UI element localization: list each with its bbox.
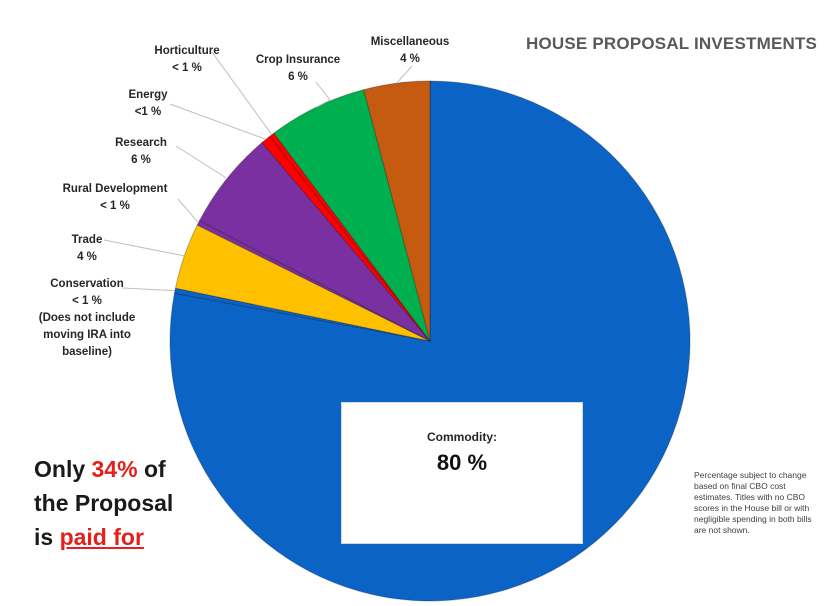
leader-line-energy (169, 103, 267, 140)
pie-slice-miscellaneous (363, 80, 431, 342)
leader-line-research (175, 145, 228, 179)
callout-text: Only (34, 456, 92, 482)
callout-line-2: the Proposal (34, 490, 174, 516)
callout-text: of (137, 456, 166, 482)
label-horticulture: Horticulture < 1 % (154, 43, 219, 77)
leader-line-horticulture (211, 51, 273, 135)
label-crop-insurance-value: 6 % (288, 71, 308, 83)
label-rural-development-value: < 1 % (100, 200, 130, 212)
callout-text: is (34, 524, 60, 550)
callout-line-3: is paid for (34, 520, 173, 554)
leader-line-crop-insurance (315, 81, 331, 108)
label-energy: Energy <1 % (129, 87, 168, 121)
label-conservation-note-2: moving IRA into (43, 329, 131, 341)
label-energy-value: <1 % (134, 106, 162, 118)
leader-line-trade (103, 239, 185, 257)
label-horticulture-value: < 1 % (172, 62, 202, 74)
paid-for-callout: Only 34% of the Proposal is paid for (34, 452, 173, 554)
label-research-value: 6 % (131, 154, 151, 166)
label-horticulture-name: Horticulture (154, 45, 220, 57)
label-conservation-note-3: baseline) (62, 346, 112, 358)
label-trade-name: Trade (71, 234, 103, 246)
label-conservation-value: < 1 % (72, 295, 102, 307)
label-miscellaneous-value: 4 % (400, 53, 420, 65)
pie-slice-crop-insurance (273, 88, 431, 342)
label-commodity-name: Commodity: (427, 430, 497, 444)
label-commodity-value: 80 % (436, 450, 488, 475)
footnote: Percentage subject to change based on fi… (694, 470, 812, 535)
label-rural-development-name: Rural Development (62, 183, 168, 195)
label-miscellaneous-name: Miscellaneous (370, 36, 450, 48)
label-trade-value: 4 % (77, 251, 97, 263)
leader-line-conservation (121, 287, 175, 292)
label-conservation: Conservation < 1 % (Does not include mov… (39, 276, 135, 361)
label-miscellaneous: Miscellaneous 4 % (371, 34, 450, 68)
callout-paid-for: paid for (59, 524, 144, 550)
label-crop-insurance-name: Crop Insurance (255, 54, 341, 66)
pie-slice-research (198, 141, 431, 342)
leader-lines (103, 51, 413, 292)
label-conservation-note-1: (Does not include (38, 312, 136, 324)
pie-slice-conservation (173, 287, 431, 342)
chart-title: HOUSE PROPOSAL INVESTMENTS (526, 34, 818, 53)
label-trade: Trade 4 % (72, 232, 103, 266)
label-crop-insurance: Crop Insurance 6 % (256, 52, 340, 86)
pie-slice-energy (261, 135, 431, 342)
pie-slice-rural-development (196, 219, 431, 342)
label-rural-development: Rural Development < 1 % (63, 181, 168, 215)
label-research-name: Research (115, 137, 167, 149)
pie-slice-trade (174, 224, 431, 342)
label-energy-name: Energy (128, 89, 168, 101)
leader-line-miscellaneous (396, 65, 413, 84)
leader-line-rural-development (177, 198, 199, 224)
callout-percent: 34% (91, 456, 138, 482)
commodity-label-box: Commodity: 80 % (341, 402, 583, 544)
label-research: Research 6 % (115, 135, 167, 169)
callout-line-1: Only 34% of (34, 452, 173, 486)
label-conservation-name: Conservation (50, 278, 124, 290)
